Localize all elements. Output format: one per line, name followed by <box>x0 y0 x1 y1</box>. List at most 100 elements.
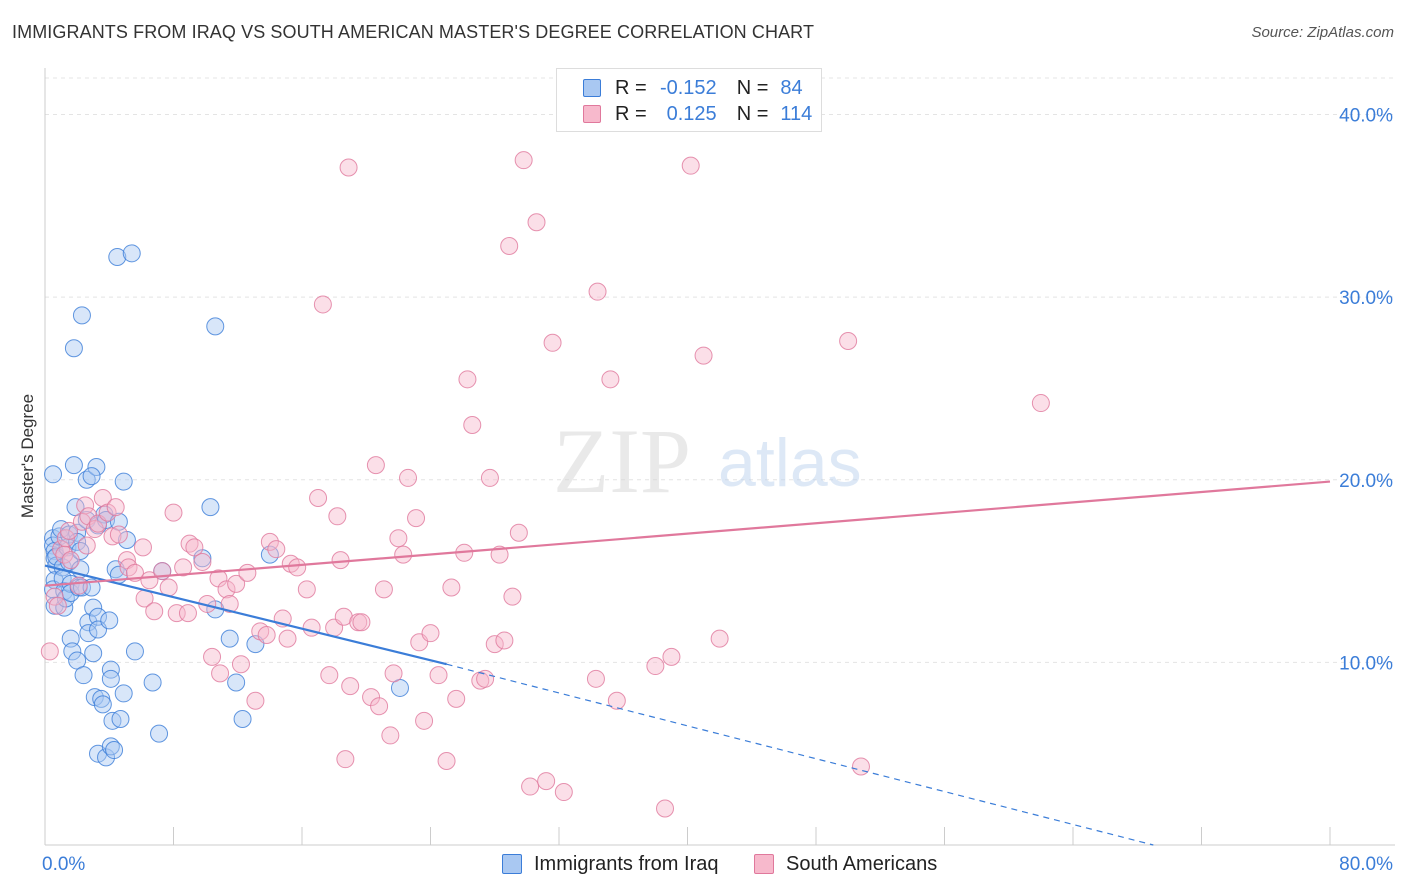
bottom-legend-south-americans: South Americans <box>754 852 937 876</box>
legend-swatch-south-americans <box>754 854 774 874</box>
iraq-point <box>122 244 141 263</box>
south-american-point <box>69 576 88 595</box>
iraq-point <box>201 498 220 517</box>
south-american-point <box>458 370 477 389</box>
y-axis-label: Master's Degree <box>18 394 37 518</box>
south-american-point <box>331 551 350 570</box>
iraq-trend-extension <box>446 663 1154 846</box>
south-american-point <box>710 629 729 648</box>
iraq-point <box>63 642 82 661</box>
south-american-point <box>336 750 355 769</box>
iraq-point <box>72 306 91 325</box>
south-american-point <box>174 558 193 577</box>
iraq-point <box>93 695 112 714</box>
legend-n-value: 114 <box>780 102 813 125</box>
south-american-point <box>85 520 104 539</box>
x-tick-label: 0.0% <box>42 854 85 875</box>
legend-row-south-americans: R = 0.125 N = 114 <box>583 103 812 125</box>
south-american-point <box>662 647 681 666</box>
south-american-point <box>339 158 358 177</box>
south-american-point <box>839 331 858 350</box>
iraq-point <box>101 660 120 679</box>
south-american-point <box>320 666 339 685</box>
south-american-point <box>238 563 257 582</box>
axes <box>44 68 1395 846</box>
iraq-point <box>84 644 103 663</box>
iraq-point <box>100 611 119 630</box>
south-american-point <box>509 523 528 542</box>
south-american-point <box>178 604 197 623</box>
iraq-point <box>125 642 144 661</box>
south-american-point <box>429 666 448 685</box>
south-american-point <box>694 346 713 365</box>
iraq-point <box>114 472 133 491</box>
watermark-atlas: atlas <box>718 425 862 501</box>
y-tick-label: 40.0% <box>1339 106 1393 127</box>
south-american-point <box>480 468 499 487</box>
south-american-point <box>297 580 316 599</box>
south-american-point <box>656 799 675 818</box>
south-american-point <box>442 578 461 597</box>
y-tick-label: 20.0% <box>1339 471 1393 492</box>
south-american-point <box>103 527 122 546</box>
south-american-point <box>503 587 522 606</box>
south-american-point <box>341 677 360 696</box>
x-tick-label: 80.0% <box>1339 854 1393 875</box>
iraq-point <box>44 465 63 484</box>
legend-r-value: 0.125 <box>666 102 717 125</box>
south-american-point <box>352 613 371 632</box>
iraq-point <box>114 684 133 703</box>
south-american-point <box>313 295 332 314</box>
south-american-point <box>246 691 265 710</box>
south-american-point <box>164 503 183 522</box>
south-american-point <box>374 580 393 599</box>
tick-labels: 10.0% 20.0% 30.0% 40.0% 0.0% 80.0% <box>42 106 1393 875</box>
south-american-point <box>588 282 607 301</box>
iraq-point <box>79 613 98 632</box>
south-american-point <box>601 370 620 389</box>
south-american-point <box>220 594 239 613</box>
south-american-point <box>447 689 466 708</box>
legend-r-label: R = <box>615 102 647 125</box>
south-american-point <box>227 574 246 593</box>
south-american-point <box>180 534 199 553</box>
iraq-point <box>101 737 120 756</box>
south-american-point <box>527 213 546 232</box>
legend-r-label: R = <box>615 76 647 99</box>
iraq-point <box>87 457 106 476</box>
south-american-point <box>407 509 426 528</box>
south-american-point <box>93 489 112 508</box>
south-american-point <box>399 468 418 487</box>
south-american-point <box>851 757 870 776</box>
south-american-point <box>607 691 626 710</box>
south-american-point <box>60 521 79 540</box>
iraq-point <box>74 666 93 685</box>
south-american-point <box>193 552 212 571</box>
south-american-point <box>514 151 533 170</box>
iraq-point <box>206 317 225 336</box>
south-american-point <box>257 625 276 644</box>
iraq-point <box>84 598 103 617</box>
legend-swatch-iraq <box>583 79 601 97</box>
legend-label-south-americans: South Americans <box>786 852 938 875</box>
iraq-point <box>143 673 162 692</box>
south-american-point <box>309 489 328 508</box>
south-american-point <box>76 496 95 515</box>
south-american-point <box>106 498 125 517</box>
south-american-point <box>231 655 250 674</box>
iraq-point <box>64 456 83 475</box>
chart-title: IMMIGRANTS FROM IRAQ VS SOUTH AMERICAN M… <box>12 22 815 42</box>
south-american-point <box>394 545 413 564</box>
data-points <box>40 151 1050 818</box>
iraq-point <box>108 247 127 266</box>
south-american-point <box>521 777 540 796</box>
iraq-trend-line <box>44 564 447 666</box>
source-label: Source: ZipAtlas.com <box>1251 24 1394 41</box>
legend-n-label: N = <box>736 102 769 125</box>
iraq-point <box>105 741 124 760</box>
south-american-trend-line <box>44 480 1331 587</box>
south-american-point <box>485 635 504 654</box>
watermark: ZIP atlas <box>553 410 862 512</box>
south-american-point <box>495 631 514 650</box>
south-american-point <box>437 751 456 770</box>
